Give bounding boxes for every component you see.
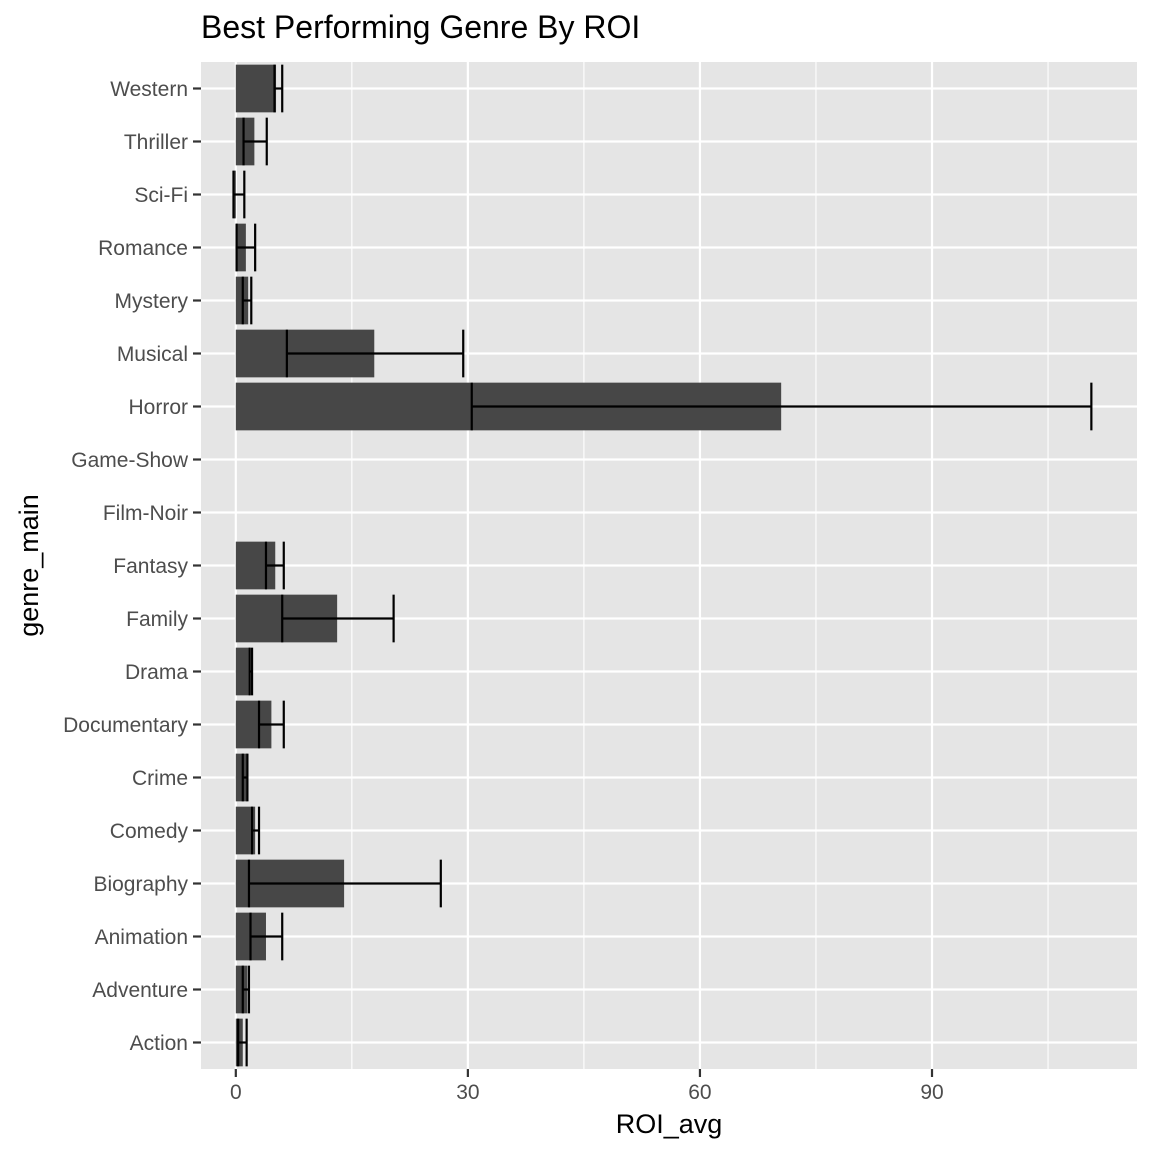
errorbar-western (273, 64, 284, 113)
errorbar-crime (241, 753, 249, 802)
y-axis-title: genre_main (14, 494, 44, 637)
bar-adventure (235, 965, 248, 1014)
errorbar-sci-fi (232, 170, 246, 219)
errorbar-adventure (241, 965, 251, 1014)
x-axis: 0 30 60 90 (230, 1069, 944, 1104)
errorbar-thriller (242, 117, 268, 166)
y-tick-label: Drama (125, 661, 188, 684)
x-tick-label: 90 (920, 1081, 943, 1104)
errorbar-drama (248, 647, 254, 696)
y-tick-label: Crime (132, 767, 188, 790)
x-axis-title: ROI_avg (616, 1109, 723, 1139)
y-tick-label: Musical (117, 343, 188, 366)
y-tick-label: Documentary (63, 714, 188, 737)
bar-drama (235, 647, 251, 696)
y-tick-label: Thriller (124, 131, 188, 154)
y-tick-label: Comedy (110, 820, 189, 843)
y-tick-label: Film-Noir (103, 502, 188, 525)
y-tick-label: Action (130, 1032, 188, 1055)
y-tick-label: Adventure (92, 979, 188, 1002)
x-tick-label: 0 (230, 1081, 242, 1104)
bar-crime (235, 753, 248, 802)
error-bars (232, 64, 1093, 1067)
bar-comedy (235, 806, 256, 855)
gridlines (201, 62, 1137, 1069)
y-tick-label: Family (126, 608, 188, 631)
y-tick-label: Game-Show (71, 449, 189, 472)
chart-title: Best Performing Genre By ROI (201, 9, 640, 45)
x-tick-label: 60 (688, 1081, 711, 1104)
errorbar-romance (235, 223, 257, 272)
y-tick-label: Horror (128, 396, 188, 419)
y-tick-label: Animation (95, 926, 188, 949)
errorbar-documentary (257, 700, 285, 749)
errorbar-comedy (250, 806, 261, 855)
bar-western (235, 64, 277, 113)
y-tick-label: Western (110, 78, 188, 101)
x-tick-label: 30 (456, 1081, 479, 1104)
errorbar-fantasy (264, 541, 285, 590)
errorbar-family (281, 594, 395, 643)
errorbar-animation (249, 912, 284, 961)
y-tick-label: Fantasy (113, 555, 188, 578)
y-tick-label: Biography (93, 873, 188, 896)
errorbar-action (237, 1018, 248, 1067)
y-tick-label: Romance (98, 237, 188, 260)
y-axis: Action Adventure Animation Biography Comedy C… (63, 78, 201, 1055)
errorbar-biography (247, 859, 442, 908)
y-tick-label: Mystery (115, 290, 189, 313)
errorbar-musical (285, 329, 465, 378)
y-tick-label: Sci-Fi (134, 184, 188, 207)
errorbar-mystery (241, 276, 253, 325)
errorbar-horror (470, 382, 1093, 431)
